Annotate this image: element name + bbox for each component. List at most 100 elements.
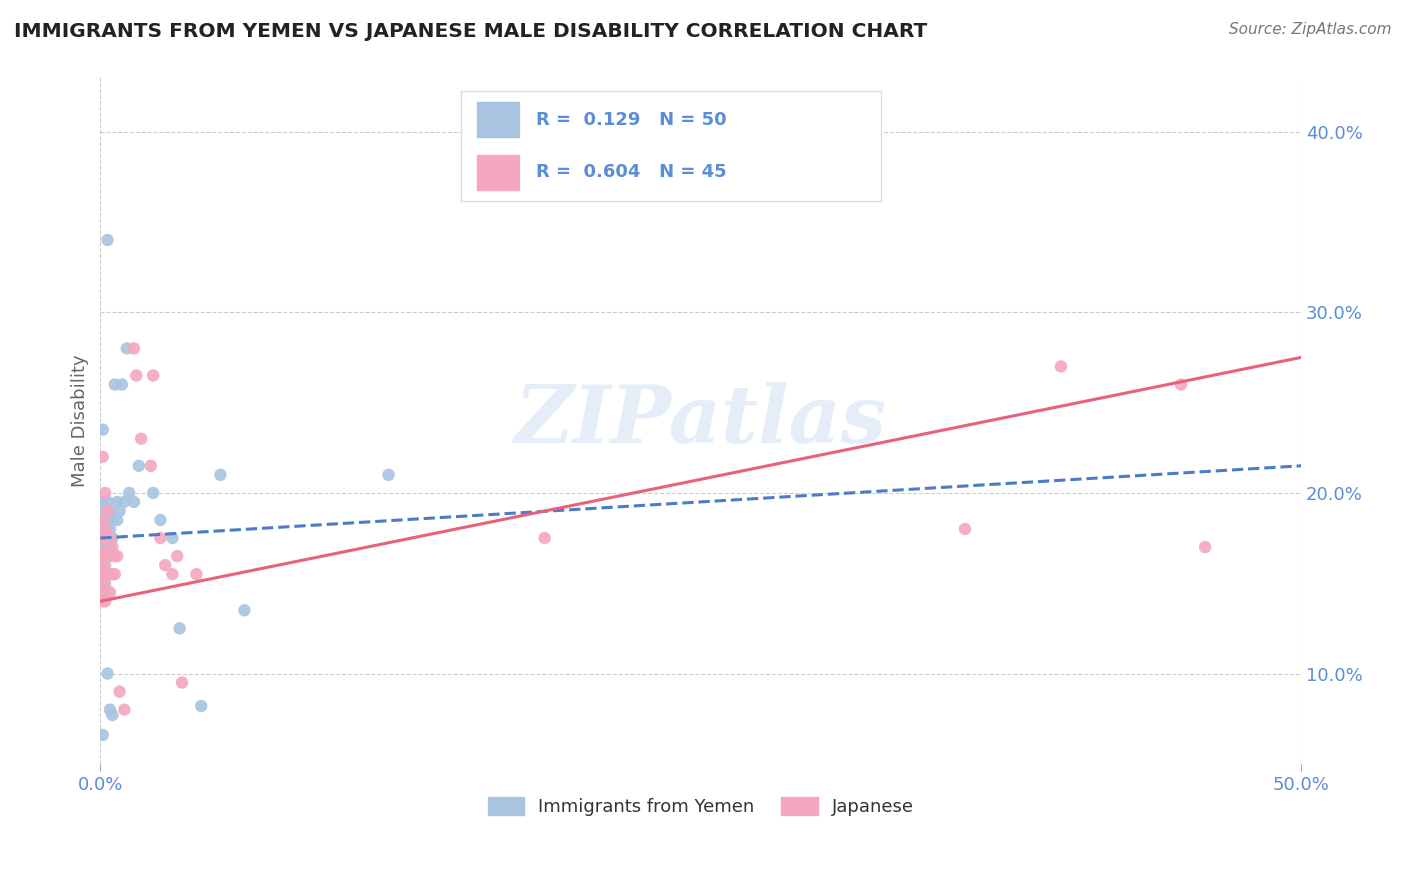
Point	[111, 377, 134, 392]
Point	[96, 531, 118, 545]
Point	[96, 513, 118, 527]
Point	[108, 504, 131, 518]
Point	[170, 675, 193, 690]
Point	[96, 666, 118, 681]
Point	[98, 531, 121, 545]
Point	[96, 549, 118, 563]
Point	[104, 567, 127, 582]
Point	[94, 549, 117, 563]
Point	[105, 513, 128, 527]
Point	[128, 458, 150, 473]
Point	[108, 684, 131, 698]
Point	[169, 621, 191, 635]
Text: IMMIGRANTS FROM YEMEN VS JAPANESE MALE DISABILITY CORRELATION CHART: IMMIGRANTS FROM YEMEN VS JAPANESE MALE D…	[14, 22, 928, 41]
Text: ZIPatlas: ZIPatlas	[515, 382, 887, 459]
Point	[122, 342, 145, 356]
Point	[1194, 540, 1216, 554]
Y-axis label: Male Disability: Male Disability	[72, 354, 89, 487]
Point	[129, 432, 152, 446]
Point	[91, 450, 114, 464]
Point	[91, 540, 114, 554]
Point	[112, 495, 135, 509]
Point	[98, 522, 121, 536]
Point	[104, 549, 127, 563]
Point	[91, 558, 114, 573]
Point	[96, 531, 118, 545]
Point	[1170, 377, 1192, 392]
Point	[96, 233, 118, 247]
Point	[104, 377, 127, 392]
Point	[115, 342, 138, 356]
Point	[91, 495, 114, 509]
Point	[377, 467, 399, 482]
Point	[91, 576, 114, 591]
Point	[98, 504, 121, 518]
Point	[91, 728, 114, 742]
Point	[139, 458, 162, 473]
Point	[101, 567, 124, 582]
Point	[142, 368, 165, 383]
Point	[91, 585, 114, 599]
Point	[94, 576, 117, 591]
Point	[112, 703, 135, 717]
Point	[953, 522, 976, 536]
Point	[125, 368, 148, 383]
Point	[94, 567, 117, 582]
Point	[91, 576, 114, 591]
Point	[94, 567, 117, 582]
Point	[91, 567, 114, 582]
Point	[105, 495, 128, 509]
Point	[98, 585, 121, 599]
Point	[149, 513, 172, 527]
Point	[122, 495, 145, 509]
Text: Source: ZipAtlas.com: Source: ZipAtlas.com	[1229, 22, 1392, 37]
Point	[101, 531, 124, 545]
Point	[91, 423, 114, 437]
Point	[98, 549, 121, 563]
Point	[149, 531, 172, 545]
Point	[94, 504, 117, 518]
Point	[98, 540, 121, 554]
Point	[101, 708, 124, 723]
Point	[94, 558, 117, 573]
Point	[166, 549, 188, 563]
Point	[190, 699, 212, 714]
Legend: Immigrants from Yemen, Japanese: Immigrants from Yemen, Japanese	[481, 789, 921, 823]
Point	[209, 467, 232, 482]
Point	[94, 594, 117, 608]
Point	[94, 585, 117, 599]
Point	[98, 703, 121, 717]
Point	[94, 522, 117, 536]
Point	[96, 567, 118, 582]
Point	[118, 486, 141, 500]
Point	[91, 594, 114, 608]
Point	[96, 549, 118, 563]
Point	[233, 603, 256, 617]
Point	[91, 513, 114, 527]
Point	[101, 540, 124, 554]
Point	[91, 549, 114, 563]
Point	[94, 522, 117, 536]
Point	[91, 585, 114, 599]
Point	[91, 513, 114, 527]
Point	[96, 504, 118, 518]
Point	[533, 531, 555, 545]
Point	[91, 558, 114, 573]
Point	[94, 543, 117, 558]
Point	[162, 531, 184, 545]
Point	[91, 531, 114, 545]
Point	[91, 531, 114, 545]
Point	[1050, 359, 1073, 374]
Point	[101, 513, 124, 527]
Point	[94, 486, 117, 500]
Point	[91, 549, 114, 563]
Point	[94, 540, 117, 554]
Point	[162, 567, 184, 582]
Point	[96, 495, 118, 509]
Point	[105, 549, 128, 563]
Point	[153, 558, 176, 573]
Point	[142, 486, 165, 500]
Point	[94, 531, 117, 545]
Point	[98, 567, 121, 582]
Point	[186, 567, 208, 582]
